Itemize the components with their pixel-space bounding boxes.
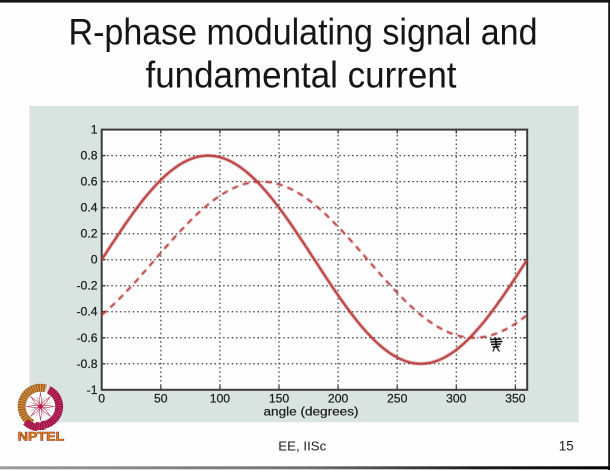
svg-text:0.6: 0.6 — [81, 175, 98, 189]
svg-text:100: 100 — [210, 392, 231, 406]
svg-text:1: 1 — [91, 123, 98, 137]
svg-text:50: 50 — [154, 392, 168, 406]
svg-text:-0.6: -0.6 — [76, 331, 97, 345]
svg-text:0.4: 0.4 — [81, 201, 98, 215]
svg-text:angle (degrees): angle (degrees) — [264, 406, 359, 418]
svg-text:-0.8: -0.8 — [76, 357, 97, 371]
svg-text:150: 150 — [269, 392, 290, 406]
svg-text:NPTEL: NPTEL — [18, 430, 65, 444]
svg-text:350: 350 — [505, 392, 526, 406]
svg-text:R-phase modulating signal and: R-phase modulating signal and — [69, 10, 538, 52]
svg-text:0.8: 0.8 — [81, 149, 98, 163]
svg-text:300: 300 — [446, 392, 467, 406]
svg-text:-0.2: -0.2 — [76, 279, 97, 293]
svg-text:0: 0 — [91, 253, 98, 267]
svg-text:0.2: 0.2 — [81, 227, 98, 241]
svg-text:-0.4: -0.4 — [76, 305, 97, 319]
svg-text:fundamental current: fundamental current — [146, 54, 458, 96]
svg-text:200: 200 — [328, 392, 349, 406]
svg-text:15: 15 — [559, 439, 574, 454]
svg-text:250: 250 — [387, 392, 408, 406]
svg-text:0: 0 — [98, 392, 105, 406]
svg-text:EE, IISc: EE, IISc — [278, 438, 326, 453]
svg-text:-1: -1 — [87, 383, 98, 397]
